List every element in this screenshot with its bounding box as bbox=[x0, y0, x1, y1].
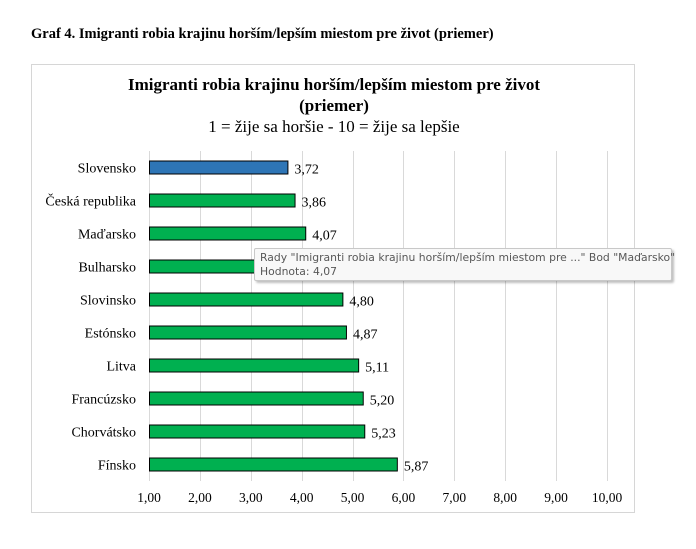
tooltip-series-line: Rady "Imigranti robia krajinu horším/lep… bbox=[260, 251, 676, 264]
x-tick-label: 4,00 bbox=[290, 490, 314, 505]
x-tick-label: 3,00 bbox=[239, 490, 263, 505]
category-label: Maďarsko bbox=[78, 228, 136, 243]
x-tick-label: 8,00 bbox=[493, 490, 517, 505]
data-label: 4,80 bbox=[349, 295, 374, 310]
figure-caption: Graf 4. Imigranti robia krajinu horším/l… bbox=[31, 26, 494, 42]
chart-subtitle: 1 = žije sa horšie - 10 = žije sa lepšie bbox=[208, 117, 460, 136]
chart-area[interactable]: Imigranti robia krajinu horším/lepším mi… bbox=[31, 64, 635, 513]
x-tick-label: 10,00 bbox=[592, 490, 623, 505]
data-label: 3,72 bbox=[294, 163, 319, 178]
bar-8 bbox=[149, 424, 366, 439]
data-label: 4,07 bbox=[312, 229, 337, 244]
category-label: Fínsko bbox=[98, 459, 136, 474]
chart-title: Imigranti robia krajinu horším/lepším mi… bbox=[127, 75, 541, 94]
data-point-tooltip: Rady "Imigranti robia krajinu horším/lep… bbox=[254, 248, 676, 281]
category-label: Estónsko bbox=[85, 327, 136, 342]
bar-0 bbox=[149, 160, 289, 175]
bar-4 bbox=[149, 292, 344, 307]
category-label: Česká republika bbox=[45, 193, 136, 210]
data-label: 5,87 bbox=[404, 460, 429, 475]
x-tick-label: 5,00 bbox=[341, 490, 365, 505]
category-label: Slovensko bbox=[78, 162, 136, 177]
category-label: Chorvátsko bbox=[71, 426, 136, 441]
category-label: Litva bbox=[106, 360, 136, 375]
x-tick-label: 1,00 bbox=[137, 490, 161, 505]
x-tick-label: 6,00 bbox=[392, 490, 416, 505]
x-tick-label: 2,00 bbox=[188, 490, 212, 505]
bar-2 bbox=[149, 226, 307, 241]
data-label: 4,87 bbox=[353, 328, 378, 343]
bar-1 bbox=[149, 193, 296, 208]
bar-7 bbox=[149, 391, 364, 406]
data-label: 5,23 bbox=[371, 427, 396, 442]
bar-9 bbox=[149, 457, 398, 472]
x-tick-label: 7,00 bbox=[443, 490, 467, 505]
chart-title-line2: (priemer) bbox=[299, 96, 369, 115]
bar-5 bbox=[149, 325, 347, 340]
data-label: 5,11 bbox=[365, 361, 389, 376]
data-label: 3,86 bbox=[302, 196, 327, 211]
category-label: Bulharsko bbox=[78, 261, 136, 276]
category-label: Slovinsko bbox=[80, 294, 136, 309]
x-tick-label: 9,00 bbox=[544, 490, 568, 505]
bar-chart-plot: 1,00 2,00 3,00 4,00 5,00 6,00 7,00 8,00 9,00 10,0… bbox=[45, 151, 623, 505]
bar-6 bbox=[149, 358, 360, 373]
category-label: Francúzsko bbox=[71, 393, 136, 408]
tooltip-value-line: Hodnota: 4,07 bbox=[260, 265, 337, 278]
data-label: 5,20 bbox=[370, 394, 395, 409]
